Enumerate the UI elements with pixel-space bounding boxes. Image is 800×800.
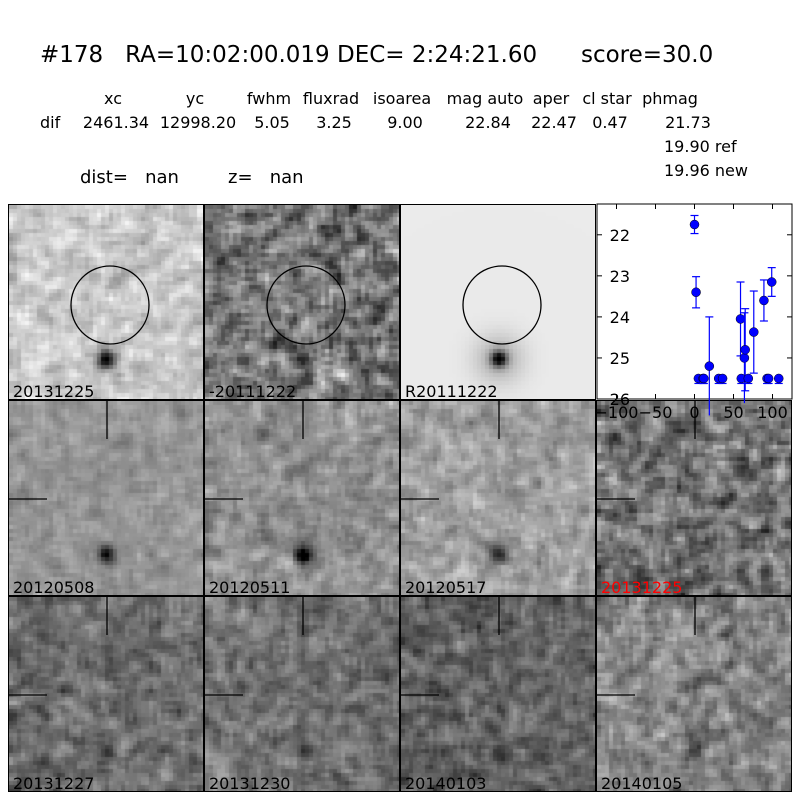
data-point [766,277,777,287]
y-tick-label: 22 [610,226,630,245]
x-tick-label: 100 [757,403,788,422]
column-value: 9.00 [387,113,423,132]
data-point [691,287,701,298]
row-label: dif [40,113,61,132]
aperture-circle [266,265,346,345]
stamp-date-label: 20131225 [601,578,683,596]
stamp-date-label: 20131225 [13,382,95,400]
stamp-date-label: 20120517 [405,578,487,596]
stamp-image [401,205,595,399]
image-stamp: 20120517 [400,400,596,596]
stamp-date-label: R20111222 [405,382,498,400]
stamp-image [9,597,203,791]
column-value: 5.05 [254,113,290,132]
stamp-image [401,597,595,791]
data-point [704,361,715,371]
column-header: mag auto [446,89,524,108]
column-value: 3.25 [316,113,352,132]
image-stamp: R20111222 [400,204,596,400]
stamp-image [401,401,595,595]
data-point [689,219,700,230]
column-header: phmag [642,89,698,108]
column-value: 2461.34 [82,113,150,132]
aperture-circle [462,265,542,345]
column-value: 22.84 [465,113,511,132]
data-point [749,327,759,337]
stamp-date-label: 20120508 [13,578,95,596]
data-point [759,295,769,306]
x-tick-label: 0 [689,403,699,422]
upper-limit-point [743,373,754,384]
stamp-date-label: -20111222 [209,382,297,400]
new-mag: 19.96 new [664,161,748,180]
x-tick-label: −100 [595,403,639,422]
image-stamp: 20140105 [596,596,792,792]
upper-limit-point [699,373,709,384]
stamp-date-label: 20131230 [209,774,291,792]
z-value: z= nan [228,167,304,188]
dist-value: dist= nan [80,167,179,188]
column-header: aper [532,89,570,108]
stamp-date-label: 20140103 [405,774,487,792]
data-point [739,353,750,363]
column-header: cl star [582,89,632,108]
y-tick-label: 23 [610,267,630,286]
stamp-image [9,401,203,595]
image-stamp: 20140103 [400,596,596,792]
data-point [735,314,746,324]
column-header: isoarea [372,89,432,108]
stamp-date-label: 20131227 [13,774,95,792]
column-value: 22.47 [531,113,577,132]
image-stamp: 20131225 [8,204,204,400]
x-tick-label: 50 [723,403,743,422]
stamp-image [597,401,791,595]
data-point [740,344,750,355]
upper-limit-point [717,373,728,384]
ref-mag: 19.90 ref [664,137,737,156]
image-stamp: -20111222 [204,204,400,400]
image-stamp: 20131227 [8,596,204,792]
stamp-image [597,597,791,791]
image-stamp: 20131225 [596,400,792,596]
y-tick-label: 24 [610,308,630,327]
stamp-image [205,597,399,791]
y-tick-label: 26 [610,390,630,409]
column-header: fwhm [246,89,292,108]
stamp-date-label: 20120511 [209,578,291,596]
x-tick-label: −50 [639,403,673,422]
y-tick-label: 25 [610,349,630,368]
stamp-image [205,401,399,595]
column-value: 21.73 [665,113,711,132]
aperture-circle [70,265,150,345]
column-header: fluxrad [302,89,360,108]
candidate-title: #178 RA=10:02:00.019 DEC= 2:24:21.60 sco… [40,42,714,68]
stamp-image [205,205,399,399]
stamp-image [9,205,203,399]
upper-limit-point [763,373,774,384]
upper-limit-point [773,373,784,384]
image-stamp: 20131230 [204,596,400,792]
column-header: xc [104,89,122,108]
column-header: yc [185,89,205,108]
image-stamp: 20120508 [8,400,204,596]
column-value: 12998.20 [159,113,237,132]
column-value: 0.47 [592,113,628,132]
image-stamp: 20120511 [204,400,400,596]
stamp-date-label: 20140105 [601,774,683,792]
